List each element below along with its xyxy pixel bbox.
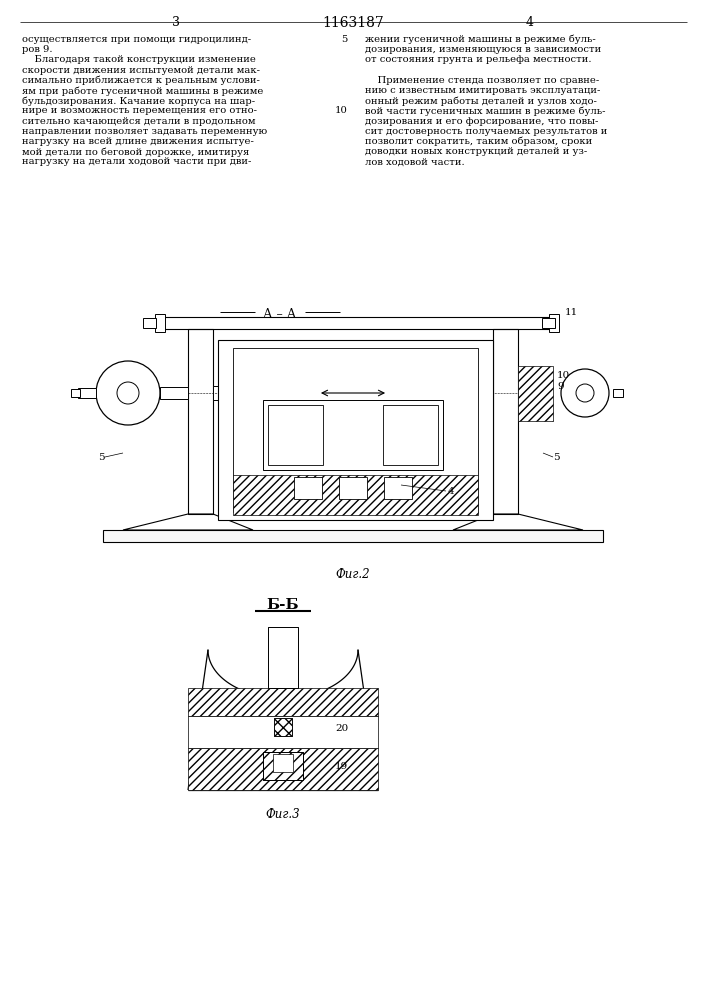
Text: Б-Б: Б-Б (267, 598, 299, 612)
Text: симально приближается к реальным услови-: симально приближается к реальным услови- (22, 76, 260, 85)
Bar (384, 477, 412, 499)
Text: дозирования и его форсирование, что повы-: дозирования и его форсирование, что повы… (365, 117, 598, 126)
Bar (339, 477, 367, 499)
Text: дозирования, изменяющуюся в зависимости: дозирования, изменяющуюся в зависимости (365, 45, 601, 54)
Text: 5: 5 (341, 35, 348, 44)
Text: лов ходовой части.: лов ходовой части. (365, 157, 464, 166)
Text: нагрузку на всей длине движения испытуе-: нагрузку на всей длине движения испытуе- (22, 137, 254, 146)
Bar (103, 530, 603, 542)
Text: скорости движения испытуемой детали мак-: скорости движения испытуемой детали мак- (22, 66, 260, 75)
Bar (233, 475, 478, 515)
Text: 4: 4 (448, 487, 455, 496)
Text: 10: 10 (557, 371, 571, 380)
Bar (383, 405, 438, 465)
Bar (218, 340, 493, 520)
Bar (273, 754, 293, 772)
Text: мой детали по беговой дорожке, имитируя: мой детали по беговой дорожке, имитируя (22, 147, 250, 157)
Text: направлении позволяет задавать переменную: направлении позволяет задавать переменну… (22, 127, 267, 136)
Bar (188, 748, 378, 790)
Bar (160, 317, 552, 329)
Bar (263, 400, 443, 470)
Text: Фиг.2: Фиг.2 (336, 568, 370, 581)
Bar (549, 314, 559, 332)
Text: Благодаря такой конструкции изменение: Благодаря такой конструкции изменение (22, 55, 256, 64)
Text: сительно качающейся детали в продольном: сительно качающейся детали в продольном (22, 117, 255, 126)
Text: 10: 10 (335, 106, 348, 115)
Bar (263, 752, 303, 780)
Text: 5: 5 (98, 453, 105, 462)
Bar (160, 387, 188, 399)
Bar (493, 329, 518, 514)
Text: Фиг.3: Фиг.3 (266, 808, 300, 821)
Text: 3: 3 (172, 16, 180, 29)
Bar (143, 318, 156, 328)
Text: А – А: А – А (264, 308, 297, 321)
Bar (613, 389, 623, 397)
Bar (542, 318, 555, 328)
Text: доводки новых конструкций деталей и уз-: доводки новых конструкций деталей и уз- (365, 147, 588, 156)
Text: от состояния грунта и рельефа местности.: от состояния грунта и рельефа местности. (365, 55, 592, 64)
Text: осуществляется при помощи гидроцилинд-: осуществляется при помощи гидроцилинд- (22, 35, 251, 44)
Text: 11: 11 (565, 308, 578, 317)
Bar (213, 386, 493, 400)
Bar (188, 329, 213, 514)
Text: позволит сократить, таким образом, сроки: позволит сократить, таким образом, сроки (365, 137, 592, 146)
Bar (274, 718, 292, 736)
Text: жении гусеничной машины в режиме буль-: жении гусеничной машины в режиме буль- (365, 35, 596, 44)
Text: нире и возможность перемещения его отно-: нире и возможность перемещения его отно- (22, 106, 257, 115)
Text: ям при работе гусеничной машины в режиме: ям при работе гусеничной машины в режиме (22, 86, 264, 96)
Bar (268, 405, 323, 465)
Bar (274, 718, 292, 736)
Text: ров 9.: ров 9. (22, 45, 52, 54)
Text: онный режим работы деталей и узлов ходо-: онный режим работы деталей и узлов ходо- (365, 96, 597, 106)
Text: Применение стенда позволяет по сравне-: Применение стенда позволяет по сравне- (365, 76, 600, 85)
Bar (263, 752, 303, 780)
Bar (518, 366, 553, 421)
Text: нию с известным имитировать эксплуатаци-: нию с известным имитировать эксплуатаци- (365, 86, 600, 95)
Text: нагрузку на детали ходовой части при дви-: нагрузку на детали ходовой части при дви… (22, 157, 252, 166)
Bar (78, 388, 96, 398)
Bar (71, 389, 80, 397)
Bar (233, 348, 478, 512)
Bar (294, 477, 322, 499)
Text: сит достоверность получаемых результатов и: сит достоверность получаемых результатов… (365, 127, 607, 136)
Text: вой части гусеничных машин в режиме буль-: вой части гусеничных машин в режиме буль… (365, 106, 605, 116)
Bar (155, 314, 165, 332)
Bar (188, 688, 378, 716)
Text: 1163187: 1163187 (322, 16, 384, 30)
Bar (188, 716, 378, 748)
Text: бульдозирования. Качание корпуса на шар-: бульдозирования. Качание корпуса на шар- (22, 96, 255, 106)
Text: 5: 5 (553, 453, 560, 462)
Text: 20: 20 (335, 724, 349, 733)
Bar (268, 627, 298, 688)
Text: 19: 19 (335, 762, 349, 771)
Text: 4: 4 (526, 16, 534, 29)
Text: 9: 9 (557, 382, 563, 391)
